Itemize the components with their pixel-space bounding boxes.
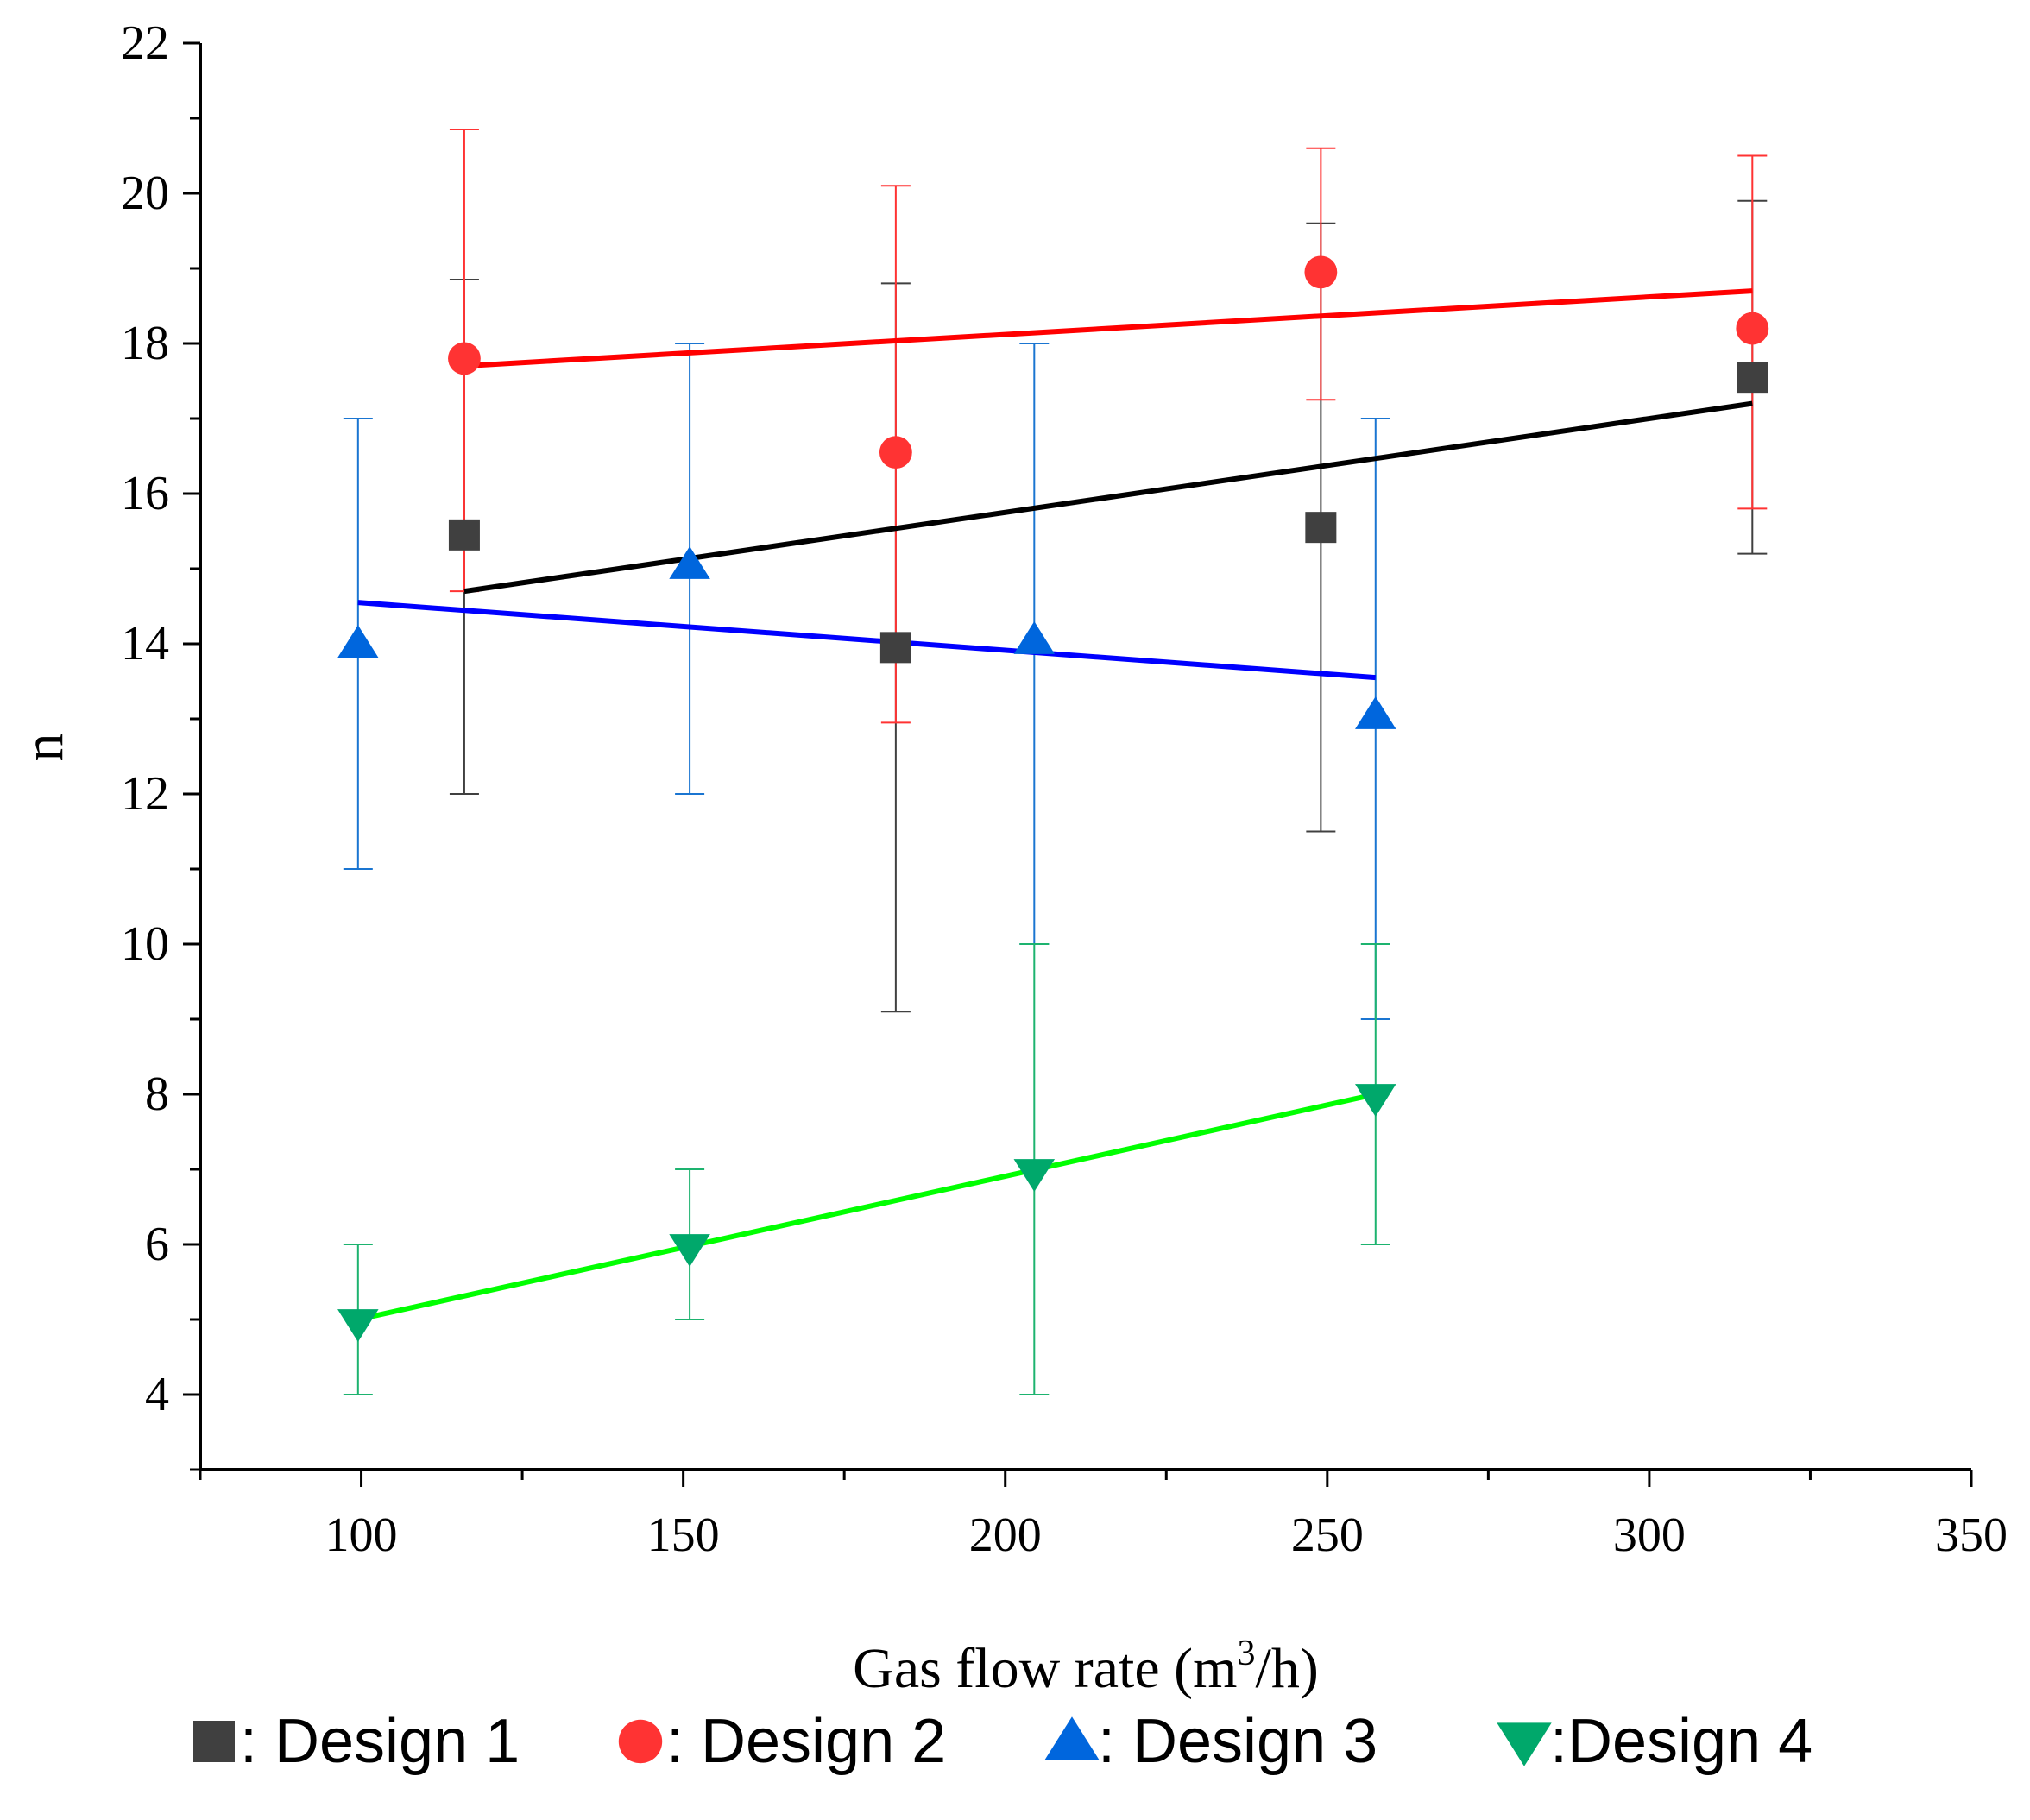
legend-marker-design-3 [1044, 1716, 1100, 1760]
x-axis-title-tail: /h) [1256, 1637, 1319, 1700]
design-1-fit-line [463, 400, 1753, 595]
design-2-point [448, 342, 481, 375]
y-tick-label: 4 [145, 1368, 169, 1421]
x-tick-label: 250 [1291, 1508, 1364, 1562]
x-tick-label: 350 [1935, 1508, 2008, 1562]
error-bars-layer [343, 129, 1768, 1395]
x-tick-label: 100 [325, 1508, 398, 1562]
legend-marker-design-2 [618, 1719, 663, 1764]
legend-marker-design-1 [193, 1721, 235, 1762]
x-tick-label: 150 [647, 1508, 720, 1562]
design-4-point [337, 1309, 379, 1342]
legend-label-design-4: :Design 4 [1550, 1707, 1812, 1776]
legend: : Design 1 : Design 2 : Design 3 :Design 4 [193, 1707, 1812, 1776]
legend-marker-design-4 [1497, 1722, 1552, 1766]
design-1-point [1737, 362, 1768, 394]
design-1-point [879, 632, 911, 664]
design-3-point [1355, 696, 1396, 729]
x-axis-title-superscript: 3 [1238, 1634, 1256, 1673]
design-3-point [1013, 621, 1056, 654]
x-tick-label: 200 [969, 1508, 1042, 1562]
y-tick-label: 6 [145, 1218, 169, 1271]
design-2-point [1304, 255, 1338, 289]
y-tick-label: 22 [121, 16, 169, 70]
y-tick-label: 16 [121, 467, 169, 520]
legend-label-design-3: : Design 3 [1098, 1707, 1378, 1776]
y-tick-label: 12 [121, 767, 169, 821]
design-3-fit-line [357, 600, 1377, 681]
design-2-point [1736, 312, 1769, 345]
design-4-point [1355, 1084, 1396, 1117]
fit-lines-layer [357, 288, 1753, 1322]
design-2-fit-line [463, 288, 1753, 369]
markers-layer [337, 255, 1769, 1342]
y-tick-label: 14 [121, 617, 169, 671]
axes-layer: 4 6 8 10 12 14 16 18 20 22 100 150 200 250 300 350 [121, 16, 2008, 1562]
y-tick-label: 20 [121, 167, 169, 220]
y-tick-label: 10 [121, 917, 169, 971]
x-axis-title: Gas flow rate (m3/h) [853, 1634, 1319, 1700]
design-1-point [448, 519, 480, 551]
legend-label-design-2: : Design 2 [666, 1707, 946, 1776]
design-4-point [669, 1234, 710, 1267]
design-3-point [669, 546, 710, 579]
y-axis-title: n [12, 734, 75, 762]
design-2-point [879, 436, 912, 469]
x-axis-title-main: Gas flow rate (m [853, 1637, 1237, 1700]
design-4-fit-line [357, 1092, 1377, 1322]
y-tick-label: 8 [145, 1067, 169, 1121]
legend-label-design-1: : Design 1 [240, 1707, 520, 1776]
design-1-point [1305, 512, 1337, 544]
y-tick-label: 18 [121, 317, 169, 370]
design-4-point [1013, 1159, 1056, 1192]
x-tick-label: 300 [1613, 1508, 1686, 1562]
design-3-point [337, 625, 379, 658]
